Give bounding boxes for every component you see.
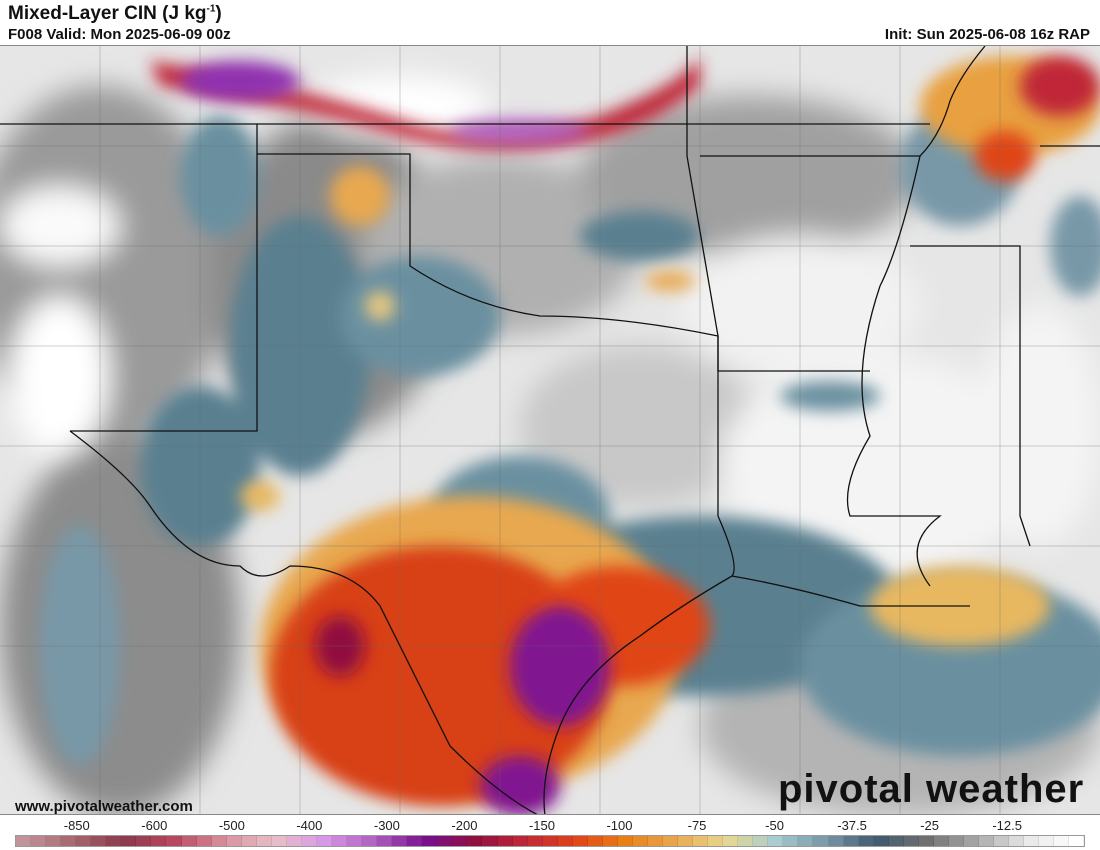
- colorbar-swatch: [271, 836, 287, 846]
- colorbar-swatch: [994, 836, 1010, 846]
- colorbar-tick-label: -500: [218, 818, 245, 833]
- colorbar-swatch: [693, 836, 709, 846]
- colorbar-swatch: [241, 836, 257, 846]
- colorbar-swatch: [602, 836, 618, 846]
- colorbar-swatch: [1039, 836, 1055, 846]
- colorbar-tick-label: -400: [296, 818, 323, 833]
- colorbar-swatch: [106, 836, 122, 846]
- colorbar-swatch: [527, 836, 543, 846]
- colorbar-swatch: [828, 836, 844, 846]
- colorbar-swatch: [151, 836, 167, 846]
- title-close: ): [215, 3, 222, 24]
- colorbar-swatch: [76, 836, 92, 846]
- colorbar-swatch: [768, 836, 784, 846]
- colorbar-tick-label: -25: [920, 818, 939, 833]
- colorbar-swatch: [226, 836, 242, 846]
- colorbar-swatch: [948, 836, 964, 846]
- title-text: Mixed-Layer CIN (J kg: [8, 3, 207, 24]
- colorbar-swatch: [632, 836, 648, 846]
- colorbar-tick-label: -50: [765, 818, 784, 833]
- colorbar-swatch: [46, 836, 62, 846]
- colorbar-swatch: [1069, 836, 1085, 846]
- colorbar-swatch: [286, 836, 302, 846]
- colorbar-swatch: [452, 836, 468, 846]
- colorbar-swatch: [512, 836, 528, 846]
- colorbar-tick-label: -12.5: [992, 818, 1022, 833]
- init-time: Init: Sun 2025-06-08 16z RAP: [884, 26, 1090, 43]
- colorbar-swatch: [362, 836, 378, 846]
- colorbar-swatch: [798, 836, 814, 846]
- colorbar-swatch: [903, 836, 919, 846]
- colorbar-swatch: [181, 836, 197, 846]
- colorbar-ticks: -850 -600 -500 -400 -300 -200 -150 -100 -75 -50 -3…: [38, 818, 1046, 834]
- colorbar-swatch: [572, 836, 588, 846]
- colorbar-swatch: [647, 836, 664, 846]
- colorbar-swatch: [933, 836, 949, 846]
- colorbar-tick-label: -300: [373, 818, 400, 833]
- colorbar-swatch: [587, 836, 603, 846]
- colorbar-swatch: [196, 836, 212, 846]
- colorbar-swatch: [723, 836, 739, 846]
- colorbar-swatch: [617, 836, 633, 846]
- colorbar-swatch: [377, 836, 393, 846]
- colorbar-swatch: [482, 836, 498, 846]
- colorbar-swatch: [121, 836, 137, 846]
- colorbar-swatch: [1024, 836, 1040, 846]
- colorbar-swatch: [166, 836, 182, 846]
- colorbar-swatch: [708, 836, 724, 846]
- colorbar-swatch: [542, 836, 558, 846]
- colorbar-swatch: [888, 836, 904, 846]
- colorbar-swatch: [437, 836, 453, 846]
- colorbar-swatch: [407, 836, 423, 846]
- colorbar-tick-label: -100: [606, 818, 633, 833]
- colorbar-swatch: [858, 836, 874, 846]
- colorbar-tick-label: -600: [141, 818, 168, 833]
- colorbar-swatch: [347, 836, 363, 846]
- colorbar-swatch: [497, 836, 513, 846]
- colorbar-tick-label: -37.5: [837, 818, 867, 833]
- header: Mixed-Layer CIN (J kg-1) F008 Valid: Mon…: [0, 0, 1100, 45]
- colorbar-swatch: [918, 836, 934, 846]
- colorbar-swatch: [843, 836, 859, 846]
- purple-field: [180, 61, 610, 814]
- colorbar-swatch: [316, 836, 332, 846]
- colorbar-swatch: [61, 836, 77, 846]
- colorbar-swatch: [301, 836, 317, 846]
- website-url[interactable]: www.pivotalweather.com: [15, 798, 193, 815]
- pivotal-weather-logo: pivotal weather: [778, 767, 1085, 811]
- colorbar-swatch: [963, 836, 979, 846]
- valid-time: F008 Valid: Mon 2025-06-09 00z: [8, 26, 231, 43]
- colorbar: [15, 835, 1085, 847]
- colorbar-tick-label: -850: [63, 818, 90, 833]
- colorbar-swatch: [873, 836, 889, 846]
- colorbar-swatch: [678, 836, 694, 846]
- colorbar-tick-label: -200: [451, 818, 478, 833]
- colorbar-swatch: [738, 836, 754, 846]
- colorbar-swatch: [31, 836, 47, 846]
- colorbar-swatch: [422, 836, 438, 846]
- cin-map[interactable]: [0, 45, 1100, 815]
- map-field: [0, 46, 1100, 814]
- colorbar-swatch: [392, 836, 408, 846]
- state-borders: [0, 46, 1100, 814]
- colorbar-swatch: [813, 836, 829, 846]
- colorbar-swatch: [753, 836, 769, 846]
- map-title: Mixed-Layer CIN (J kg-1): [8, 3, 222, 25]
- colorbar-swatch: [91, 836, 107, 846]
- colorbar-tick-label: -75: [687, 818, 707, 833]
- colorbar-swatch: [979, 836, 995, 846]
- title-unit-exponent: -1: [206, 3, 216, 15]
- colorbar-swatch: [331, 836, 348, 846]
- colorbar-swatch: [663, 836, 679, 846]
- colorbar-swatch: [256, 836, 272, 846]
- colorbar-swatch: [467, 836, 483, 846]
- colorbar-swatch: [211, 836, 227, 846]
- colorbar-swatch: [783, 836, 799, 846]
- colorbar-swatch: [1009, 836, 1025, 846]
- colorbar-swatch: [557, 836, 573, 846]
- colorbar-swatch: [16, 836, 32, 846]
- colorbar-swatch: [1054, 836, 1070, 846]
- colorbar-tick-label: -150: [528, 818, 555, 833]
- colorbar-swatch: [136, 836, 152, 846]
